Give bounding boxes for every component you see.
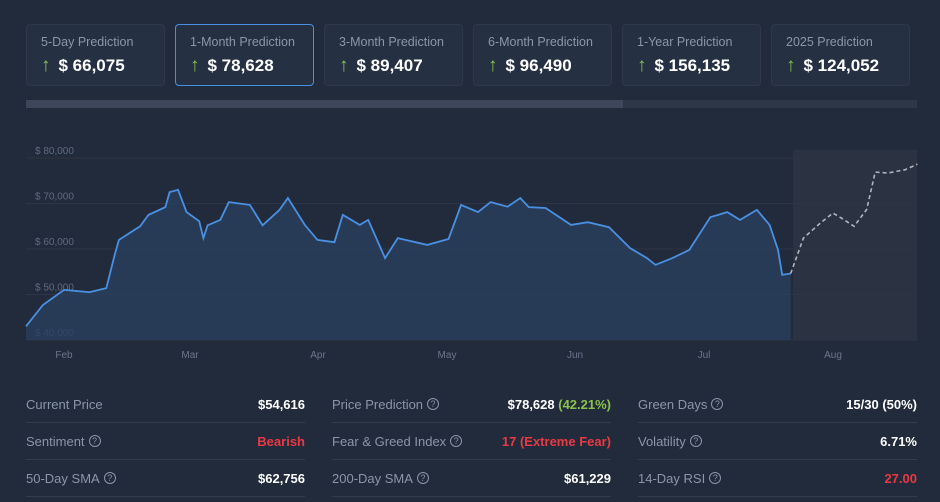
prediction-card[interactable]: 2025 Prediction ↑ $ 124,052 [771,24,910,86]
stat-row: 200-Day SMA? $61,229 [332,460,611,497]
scrollbar-thumb[interactable] [26,100,623,108]
stat-row: Current Price $54,616 [26,386,305,423]
stat-label: 14-Day RSI [638,470,706,486]
stat-value: 15/30 (50%) [846,396,917,412]
help-icon[interactable]: ? [450,435,463,447]
x-tick-label: Mar [181,350,199,360]
stat-row: 50-Day SMA? $62,756 [26,460,305,497]
prediction-card[interactable]: 1-Month Prediction ↑ $ 78,628 [175,24,314,86]
cards-scrollbar[interactable] [26,100,917,108]
card-value: $ 89,407 [356,56,423,75]
stat-label: 200-Day SMA [332,470,413,486]
arrow-up-icon: ↑ [190,55,200,76]
stat-value: Bearish [257,433,305,449]
prediction-card[interactable]: 1-Year Prediction ↑ $ 156,135 [622,24,761,86]
card-label: 1-Month Prediction [190,35,295,49]
y-tick-label: $ 60,000 [35,237,74,248]
arrow-up-icon: ↑ [488,55,498,76]
prediction-card[interactable]: 6-Month Prediction ↑ $ 96,490 [473,24,612,86]
y-tick-label: $ 50,000 [35,283,74,294]
card-label: 1-Year Prediction [637,35,733,49]
price-chart: $ 40,000$ 50,000$ 60,000$ 70,000$ 80,000… [25,146,918,360]
stat-change: (42.21%) [558,396,611,412]
x-tick-label: Jul [698,350,711,360]
arrow-up-icon: ↑ [41,55,51,76]
stat-value: 27.00 [884,470,917,486]
stat-value: $61,229 [564,470,611,486]
x-tick-label: Feb [55,350,73,360]
stat-label: Sentiment [26,433,85,449]
stat-row: Volatility? 6.71% [638,423,917,460]
arrow-up-icon: ↑ [786,55,796,76]
stat-label: Current Price [26,396,103,412]
stat-row: Green Days? 15/30 (50%) [638,386,917,423]
stat-value: $54,616 [258,396,305,412]
help-icon[interactable]: ? [689,435,702,447]
stat-row: Fear & Greed Index? 17 (Extreme Fear) [332,423,611,460]
card-value: $ 78,628 [207,56,274,75]
arrow-up-icon: ↑ [339,55,349,76]
stat-row: Price Prediction? $78,628 (42.21%) [332,386,611,423]
card-value: $ 96,490 [505,56,572,75]
card-label: 3-Month Prediction [339,35,444,49]
stat-value: 17 (Extreme Fear) [501,433,611,449]
x-tick-label: Jun [567,350,583,360]
prediction-card[interactable]: 3-Month Prediction ↑ $ 89,407 [324,24,463,86]
stat-value: $62,756 [258,470,305,486]
stat-label: 50-Day SMA [26,470,100,486]
stat-row: Sentiment? Bearish [26,423,305,460]
prediction-card[interactable]: 5-Day Prediction ↑ $ 66,075 [26,24,165,86]
price-area [26,189,791,340]
stat-label: Price Prediction [332,396,424,412]
x-tick-label: Aug [824,350,842,360]
card-label: 5-Day Prediction [41,35,134,49]
prediction-cards: 5-Day Prediction ↑ $ 66,075 1-Month Predict… [26,24,910,86]
help-icon[interactable]: ? [709,472,722,484]
help-icon[interactable]: ? [88,435,101,447]
help-icon[interactable]: ? [427,398,440,410]
forecast-line [789,163,918,274]
stat-value: 6.71% [880,433,917,449]
stat-row: 14-Day RSI? 27.00 [638,460,917,497]
help-icon[interactable]: ? [711,398,724,410]
stat-label: Volatility [638,433,686,449]
price-line [25,188,791,327]
card-value: $ 66,075 [58,56,125,75]
x-tick-label: Apr [310,350,326,360]
card-value: $ 156,135 [654,56,731,75]
stat-label: Fear & Greed Index [332,433,447,449]
card-label: 2025 Prediction [786,35,873,49]
stats-grid: Current Price $54,616 Price Prediction? $78… [26,386,917,497]
stat-value: $78,628 [507,396,555,412]
help-icon[interactable]: ? [416,472,429,484]
y-tick-label: $ 70,000 [35,192,74,203]
card-label: 6-Month Prediction [488,35,593,49]
arrow-up-icon: ↑ [637,55,647,76]
stat-label: Green Days [638,396,708,412]
help-icon[interactable]: ? [103,472,116,484]
card-value: $ 124,052 [803,56,880,75]
y-tick-label: $ 80,000 [35,146,74,157]
x-tick-label: May [438,350,457,360]
forecast-region [793,150,917,340]
